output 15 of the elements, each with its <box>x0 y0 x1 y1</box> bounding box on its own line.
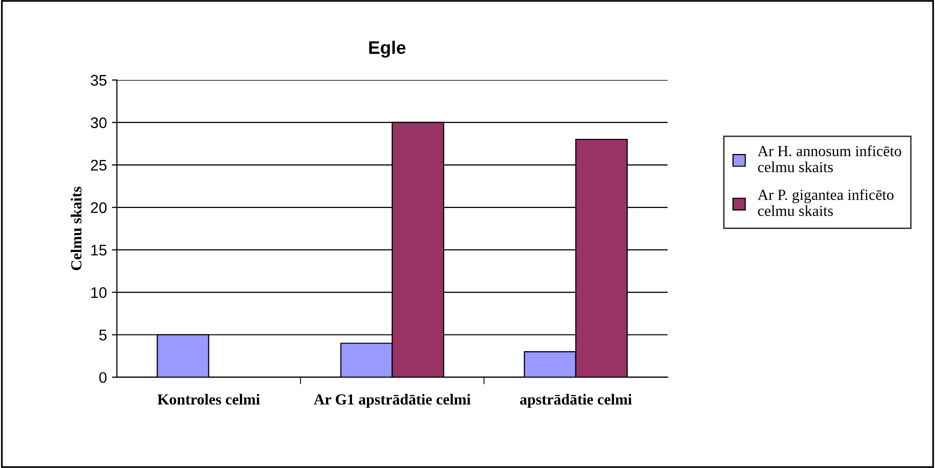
y-tick-label: 0 <box>99 372 107 383</box>
y-axis-title: Celmu skaits <box>70 186 82 270</box>
y-tick-label: 20 <box>90 202 107 214</box>
y-tick-label: 15 <box>91 244 107 256</box>
chart-title: Egle <box>369 40 406 58</box>
y-tick-label: 25 <box>90 160 107 171</box>
y-tick-label: 30 <box>90 117 107 128</box>
legend-label: Ar P. gigantea inficēto celmu skaits <box>758 189 894 216</box>
y-tick-label: 10 <box>91 287 107 298</box>
x-tick-label: Ar G1 apstrādātie celmi <box>314 394 471 408</box>
x-tick-label: apstrādātie celmi <box>520 394 632 408</box>
y-tick-label: 35 <box>90 74 107 86</box>
legend-label: Ar H. annosum inficēto celmu skaits <box>758 145 902 172</box>
y-tick-label: 5 <box>99 330 107 340</box>
x-tick-label: Kontroles celmi <box>158 394 260 405</box>
